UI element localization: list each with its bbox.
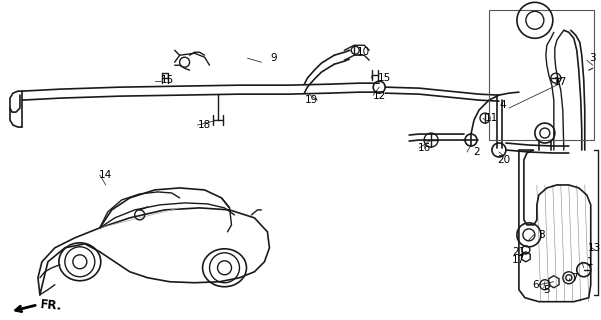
Text: 17: 17 [554, 77, 567, 87]
Text: 15: 15 [161, 75, 174, 85]
Bar [489, 10, 594, 140]
Text: 12: 12 [373, 91, 386, 101]
Text: 13: 13 [588, 243, 601, 253]
Text: 11: 11 [484, 113, 498, 123]
Text: 18: 18 [198, 120, 211, 130]
Text: 9: 9 [270, 53, 276, 63]
Text: 16: 16 [418, 143, 431, 153]
Text: 5: 5 [543, 285, 550, 295]
Text: 10: 10 [356, 47, 370, 57]
Text: 8: 8 [538, 230, 545, 240]
Text: 6: 6 [532, 280, 539, 290]
Text: 14: 14 [99, 170, 112, 180]
Text: 19: 19 [305, 95, 318, 105]
Text: 21: 21 [512, 247, 525, 257]
Text: 17: 17 [512, 255, 525, 265]
Text: 15: 15 [377, 73, 391, 83]
Text: 2: 2 [474, 147, 480, 157]
Text: 7: 7 [572, 273, 578, 283]
Text: 4: 4 [499, 100, 506, 110]
Text: 20: 20 [498, 155, 510, 165]
Text: 1: 1 [587, 257, 593, 267]
Text: FR.: FR. [40, 298, 63, 313]
Text: 3: 3 [590, 53, 596, 63]
